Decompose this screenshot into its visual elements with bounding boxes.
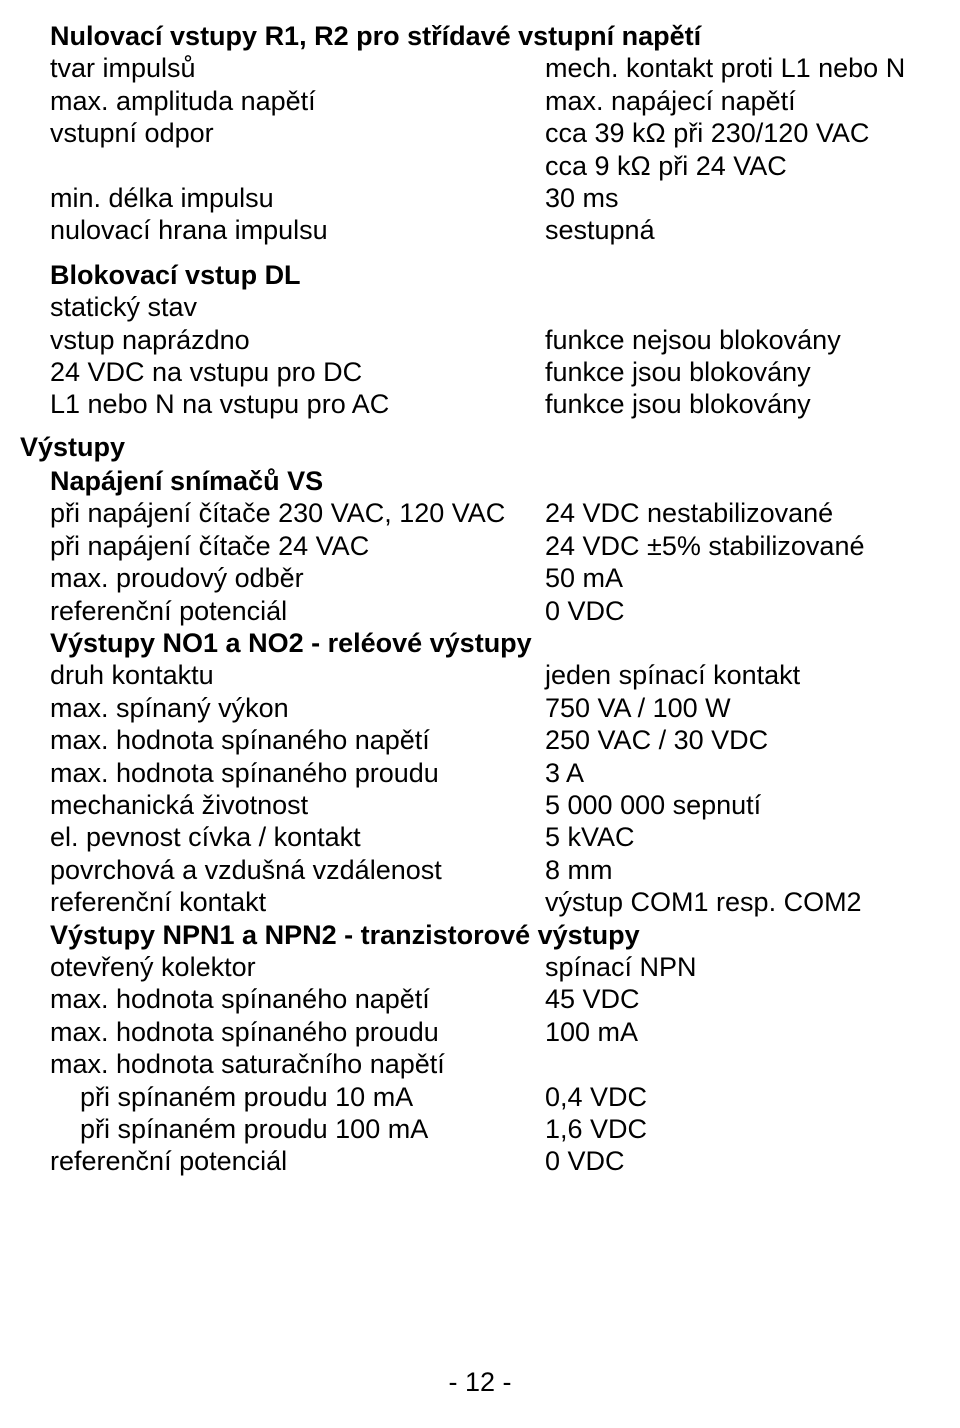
spec-value: 30 ms [545, 182, 960, 214]
spec-value: 1,6 VDC [545, 1113, 960, 1145]
page-number: - 12 - [0, 1367, 960, 1398]
spec-value: 750 VA / 100 W [545, 692, 960, 724]
spec-row: při napájení čítače 24 VAC24 VDC ±5% sta… [50, 530, 960, 562]
spec-row: vstup naprázdnofunkce nejsou blokovány [50, 324, 960, 356]
spec-label: vstup naprázdno [50, 324, 545, 356]
spec-value: 0,4 VDC [545, 1081, 960, 1113]
spec-label: vstupní odpor [50, 117, 545, 149]
spec-label: otevřený kolektor [50, 951, 545, 983]
spec-row: referenční kontaktvýstup COM1 resp. COM2 [50, 886, 960, 918]
spec-row: min. délka impulsu30 ms [50, 182, 960, 214]
spec-label: statický stav [50, 291, 545, 323]
spec-value: max. napájecí napětí [545, 85, 960, 117]
spec-value: funkce nejsou blokovány [545, 324, 960, 356]
spec-row: povrchová a vzdušná vzdálenost8 mm [50, 854, 960, 886]
spec-row: max. amplituda napětímax. napájecí napět… [50, 85, 960, 117]
spec-row: při spínaném proudu 100 mA1,6 VDC [50, 1113, 960, 1145]
spec-value: 0 VDC [545, 595, 960, 627]
spec-row: el. pevnost cívka / kontakt5 kVAC [50, 821, 960, 853]
spec-label: min. délka impulsu [50, 182, 545, 214]
spec-label: max. hodnota spínaného napětí [50, 724, 545, 756]
spec-value: spínací NPN [545, 951, 960, 983]
spec-row: max. proudový odběr50 mA [50, 562, 960, 594]
section-title: Blokovací vstup DL [50, 259, 960, 291]
spec-label: povrchová a vzdušná vzdálenost [50, 854, 545, 886]
spec-label: max. hodnota saturačního napětí [50, 1048, 545, 1080]
spec-value: jeden spínací kontakt [545, 659, 960, 691]
spec-label: L1 nebo N na vstupu pro AC [50, 388, 545, 420]
section-title: Výstupy NPN1 a NPN2 - tranzistorové výst… [50, 919, 960, 951]
spec-row: max. hodnota spínaného proudu3 A [50, 757, 960, 789]
spec-value: 45 VDC [545, 983, 960, 1015]
spec-value: 24 VDC ±5% stabilizované [545, 530, 960, 562]
spec-label: druh kontaktu [50, 659, 545, 691]
spec-row: nulovací hrana impulsusestupná [50, 214, 960, 246]
spec-label: mechanická životnost [50, 789, 545, 821]
spec-row: L1 nebo N na vstupu pro ACfunkce jsou bl… [50, 388, 960, 420]
spec-label: referenční potenciál [50, 595, 545, 627]
spec-value: 100 mA [545, 1016, 960, 1048]
spec-label: při spínaném proudu 10 mA [50, 1081, 545, 1113]
spec-value: 5 kVAC [545, 821, 960, 853]
spec-label: při spínaném proudu 100 mA [50, 1113, 545, 1145]
spec-value: 0 VDC [545, 1145, 960, 1177]
spec-value: sestupná [545, 214, 960, 246]
spec-label: max. proudový odběr [50, 562, 545, 594]
section-title: Výstupy NO1 a NO2 - reléové výstupy [50, 627, 960, 659]
spec-row: referenční potenciál0 VDC [50, 595, 960, 627]
spec-value: funkce jsou blokovány [545, 356, 960, 388]
spec-label: max. hodnota spínaného napětí [50, 983, 545, 1015]
spec-label: při napájení čítače 230 VAC, 120 VAC [50, 497, 545, 529]
spec-value: 3 A [545, 757, 960, 789]
spec-label: max. hodnota spínaného proudu [50, 757, 545, 789]
spec-value: 24 VDC nestabilizované [545, 497, 960, 529]
major-heading: Výstupy [20, 431, 960, 463]
spec-label [50, 150, 545, 182]
spec-value: mech. kontakt proti L1 nebo N [545, 52, 960, 84]
spec-value: cca 9 kΩ při 24 VAC [545, 150, 960, 182]
spec-row: statický stav [50, 291, 960, 323]
spec-value: cca 39 kΩ při 230/120 VAC [545, 117, 960, 149]
spec-value [545, 1048, 960, 1080]
spec-row: max. hodnota spínaného napětí250 VAC / 3… [50, 724, 960, 756]
spec-value [545, 291, 960, 323]
spec-row: mechanická životnost5 000 000 sepnutí [50, 789, 960, 821]
spec-label: max. hodnota spínaného proudu [50, 1016, 545, 1048]
spec-row: max. hodnota saturačního napětí [50, 1048, 960, 1080]
spec-row: tvar impulsůmech. kontakt proti L1 nebo … [50, 52, 960, 84]
spec-label: referenční potenciál [50, 1145, 545, 1177]
spec-label: max. spínaný výkon [50, 692, 545, 724]
spec-value: 250 VAC / 30 VDC [545, 724, 960, 756]
spec-value: 8 mm [545, 854, 960, 886]
spec-row: vstupní odporcca 39 kΩ při 230/120 VAC [50, 117, 960, 149]
section-title: Napájení snímačů VS [50, 465, 960, 497]
spec-row: max. spínaný výkon750 VA / 100 W [50, 692, 960, 724]
spec-row: cca 9 kΩ při 24 VAC [50, 150, 960, 182]
spec-label: při napájení čítače 24 VAC [50, 530, 545, 562]
spec-row: max. hodnota spínaného napětí45 VDC [50, 983, 960, 1015]
spec-label: nulovací hrana impulsu [50, 214, 545, 246]
spec-label: 24 VDC na vstupu pro DC [50, 356, 545, 388]
spec-row: referenční potenciál0 VDC [50, 1145, 960, 1177]
spec-value: výstup COM1 resp. COM2 [545, 886, 960, 918]
spec-label: el. pevnost cívka / kontakt [50, 821, 545, 853]
spec-label: tvar impulsů [50, 52, 545, 84]
spec-row: při napájení čítače 230 VAC, 120 VAC24 V… [50, 497, 960, 529]
spec-value: 5 000 000 sepnutí [545, 789, 960, 821]
spec-label: referenční kontakt [50, 886, 545, 918]
spec-value: 50 mA [545, 562, 960, 594]
spec-row: otevřený kolektorspínací NPN [50, 951, 960, 983]
spec-row: 24 VDC na vstupu pro DCfunkce jsou bloko… [50, 356, 960, 388]
spec-row: při spínaném proudu 10 mA0,4 VDC [50, 1081, 960, 1113]
section-title: Nulovací vstupy R1, R2 pro střídavé vstu… [50, 20, 960, 52]
spec-row: druh kontaktujeden spínací kontakt [50, 659, 960, 691]
spec-value: funkce jsou blokovány [545, 388, 960, 420]
spec-label: max. amplituda napětí [50, 85, 545, 117]
spec-row: max. hodnota spínaného proudu100 mA [50, 1016, 960, 1048]
